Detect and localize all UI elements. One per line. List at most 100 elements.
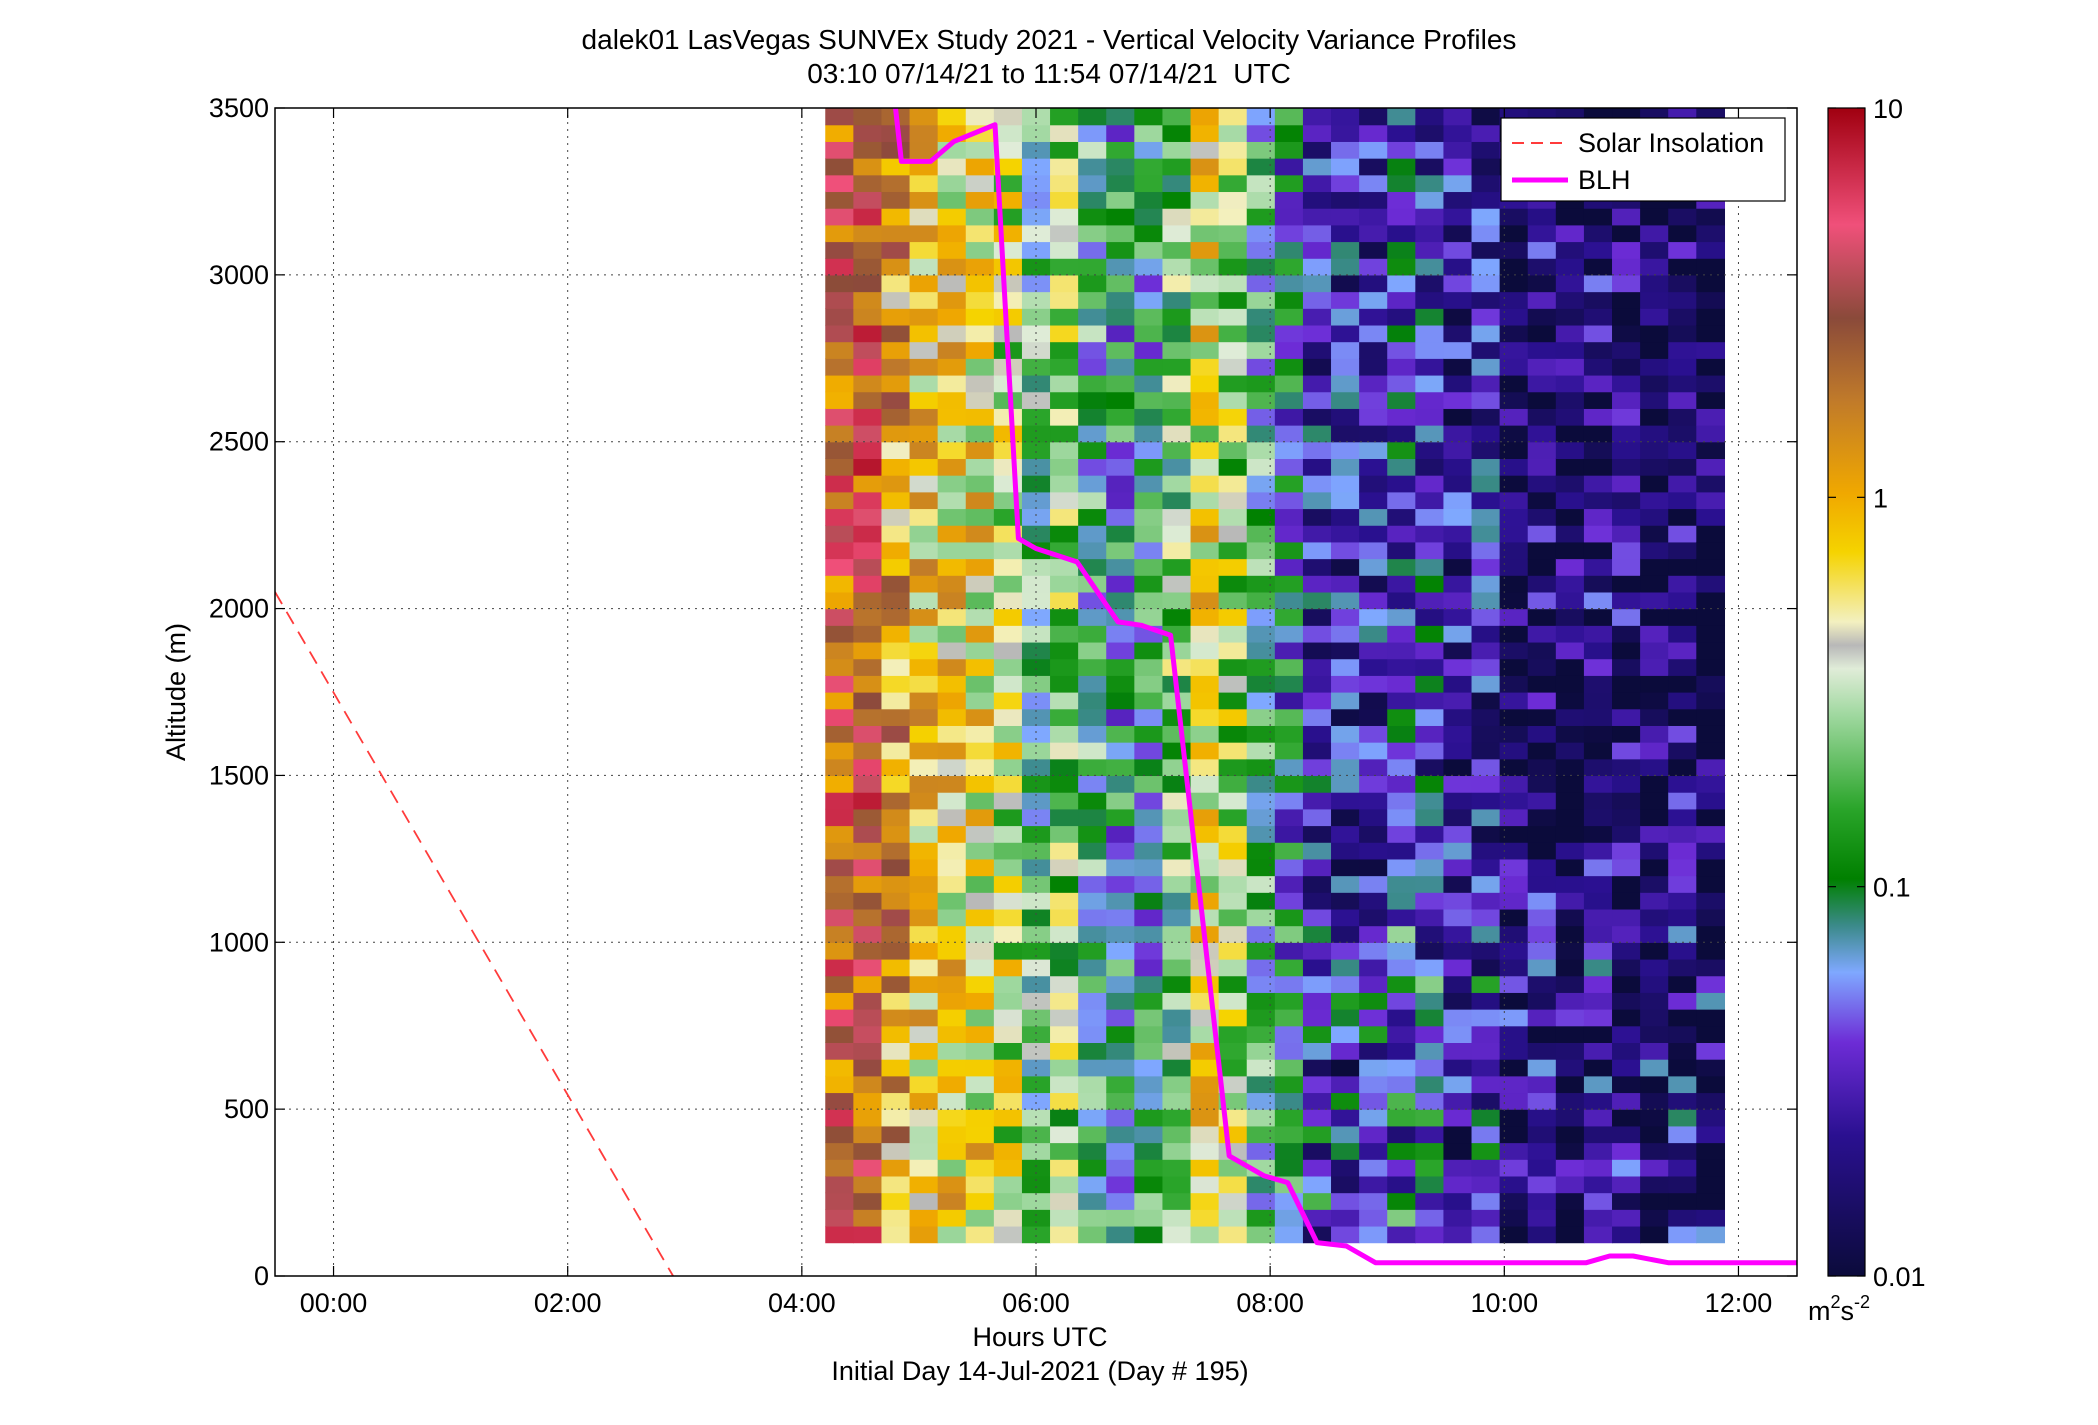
heatmap-cell xyxy=(1106,692,1135,710)
heatmap-cell xyxy=(1499,241,1529,259)
heatmap-cell xyxy=(1612,508,1641,526)
heatmap-cell xyxy=(1415,1209,1445,1227)
heatmap-cell xyxy=(1162,1092,1192,1110)
heatmap-cell xyxy=(1134,608,1164,626)
heatmap-cell xyxy=(1696,608,1726,626)
heatmap-cell xyxy=(993,1225,1023,1244)
heatmap-cell xyxy=(1527,1125,1557,1144)
heatmap-cell xyxy=(1162,1142,1192,1160)
heatmap-cell xyxy=(881,775,911,793)
heatmap-cell xyxy=(1274,641,1304,660)
heatmap-cell xyxy=(937,591,967,610)
heatmap-cell xyxy=(1021,558,1051,576)
heatmap-cell xyxy=(1443,775,1473,793)
heatmap-cell xyxy=(1050,158,1079,176)
heatmap-cell xyxy=(881,224,911,243)
heatmap-cell xyxy=(1302,341,1332,359)
heatmap-cell xyxy=(1302,1159,1332,1177)
heatmap-cell xyxy=(1415,942,1445,960)
heatmap-cell xyxy=(1302,274,1332,293)
heatmap-cell xyxy=(1527,742,1557,760)
heatmap-cell xyxy=(1471,908,1501,927)
heatmap-cell xyxy=(1134,692,1164,710)
heatmap-cell xyxy=(1359,1192,1388,1210)
heatmap-cell xyxy=(909,191,939,209)
heatmap-cell xyxy=(1612,875,1641,893)
heatmap-cell xyxy=(1499,458,1529,476)
heatmap-cell xyxy=(1050,358,1079,376)
heatmap-cell xyxy=(825,658,854,676)
heatmap-cell xyxy=(1387,1125,1416,1144)
heatmap-cell xyxy=(1274,141,1304,159)
heatmap-cell xyxy=(1415,141,1445,159)
heatmap-cell xyxy=(853,908,883,927)
heatmap-cell xyxy=(965,742,995,760)
heatmap-cell xyxy=(1443,725,1473,743)
heatmap-cell xyxy=(1162,308,1192,326)
heatmap-cell xyxy=(1078,908,1107,927)
heatmap-cell xyxy=(1527,658,1557,676)
heatmap-cell xyxy=(1050,792,1079,810)
heatmap-cell xyxy=(909,658,939,676)
solar-insolation-line xyxy=(275,591,674,1276)
heatmap-cell xyxy=(1359,291,1388,309)
heatmap-cell xyxy=(1218,324,1248,343)
heatmap-cell xyxy=(1387,875,1416,893)
heatmap-cell xyxy=(1359,1075,1388,1094)
heatmap-cell xyxy=(1190,508,1220,526)
heatmap-cell xyxy=(1050,1225,1079,1244)
heatmap-cell xyxy=(965,458,995,476)
heatmap-cell xyxy=(1246,158,1276,176)
heatmap-cell xyxy=(1331,108,1360,126)
heatmap-cell xyxy=(1134,291,1164,309)
heatmap-cell xyxy=(1499,775,1529,793)
grid xyxy=(275,107,1797,1277)
heatmap-cell xyxy=(1443,1009,1473,1027)
heatmap-cell xyxy=(1078,224,1107,243)
heatmap-cell xyxy=(1387,641,1416,660)
heatmap-cell xyxy=(1246,408,1276,426)
heatmap-cell xyxy=(909,1075,939,1094)
heatmap-cell xyxy=(853,641,883,660)
heatmap-cell xyxy=(1246,1175,1276,1194)
heatmap-cell xyxy=(881,708,911,726)
heatmap-cell xyxy=(1612,742,1641,760)
heatmap-cell xyxy=(1612,692,1641,710)
heatmap-cell xyxy=(1078,1225,1107,1244)
heatmap-cell xyxy=(1443,792,1473,810)
heatmap-cell xyxy=(1218,925,1248,943)
heatmap-cell xyxy=(965,1075,995,1094)
heatmap-cell xyxy=(965,1042,995,1060)
heatmap-cell xyxy=(1387,475,1416,493)
heatmap-cell xyxy=(1274,1125,1304,1144)
heatmap-cell xyxy=(1218,525,1248,543)
heatmap-cell xyxy=(1274,441,1304,459)
heatmap-cell xyxy=(1274,808,1304,827)
heatmap-cell xyxy=(1640,274,1669,293)
heatmap-cell xyxy=(1612,758,1641,777)
heatmap-cell xyxy=(937,441,967,459)
heatmap-cell xyxy=(1359,508,1388,526)
heatmap-cell xyxy=(881,925,911,943)
heatmap-cell xyxy=(825,875,854,893)
heatmap-cell xyxy=(1359,575,1388,593)
heatmap-cell xyxy=(1527,241,1557,259)
heatmap-cell xyxy=(1415,1009,1445,1027)
heatmap-cell xyxy=(825,675,854,693)
heatmap-cell xyxy=(1274,558,1304,576)
heatmap-cell xyxy=(909,241,939,259)
heatmap-cell xyxy=(1302,508,1332,526)
heatmap-cell xyxy=(909,808,939,827)
heatmap-cell xyxy=(853,1025,883,1043)
heatmap-cell xyxy=(1302,725,1332,743)
heatmap-cell xyxy=(993,1125,1023,1144)
heatmap-cell xyxy=(853,625,883,643)
y-axis-label: Altitude (m) xyxy=(161,623,191,761)
heatmap-cell xyxy=(1078,1092,1107,1110)
heatmap-cell xyxy=(965,958,995,977)
heatmap-cell xyxy=(1134,641,1164,660)
heatmap-cell xyxy=(1471,224,1501,243)
heatmap-cell xyxy=(937,725,967,743)
heatmap-cell xyxy=(1612,458,1641,476)
heatmap-cell xyxy=(1640,1142,1669,1160)
